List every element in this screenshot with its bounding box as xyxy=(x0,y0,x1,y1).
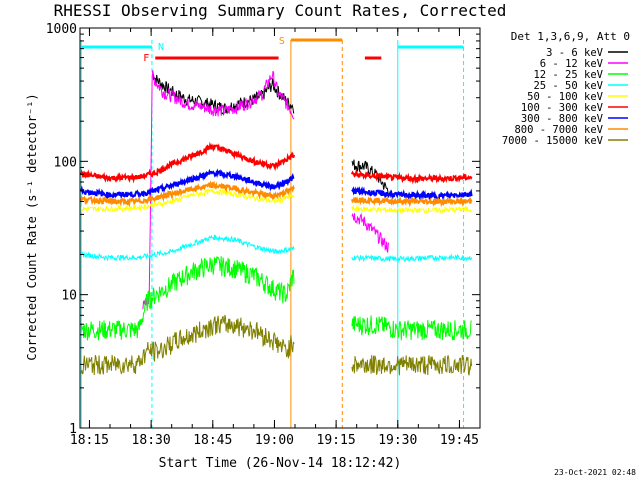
series-line xyxy=(351,315,472,341)
series-line xyxy=(80,256,295,341)
series-8 xyxy=(80,314,473,376)
series-line xyxy=(142,70,295,310)
legend-label: 25 - 50 keV xyxy=(533,80,603,92)
x-tick-label: 18:30 xyxy=(132,433,171,448)
series-5 xyxy=(80,141,473,185)
x-tick-label: 18:15 xyxy=(70,433,109,448)
plot-area: NF S 18:15 18:30 18:45 19:00 19:15 19:30 19:45 1 1… xyxy=(46,22,481,448)
y-tick-label: 10 xyxy=(61,289,77,304)
y-tick-label: 1 xyxy=(69,422,77,437)
series-3 xyxy=(80,234,473,264)
legend-label: 6 - 12 keV xyxy=(540,58,604,70)
x-tick-label: 19:15 xyxy=(317,433,356,448)
y-axis-label: Corrected Count Rate (s⁻¹ detector⁻¹) xyxy=(25,93,39,360)
legend-label: 800 - 7000 keV xyxy=(514,124,603,136)
x-tick-label: 18:45 xyxy=(193,433,232,448)
x-tick-label: 19:45 xyxy=(440,433,479,448)
series-line xyxy=(80,234,295,262)
series-line xyxy=(351,355,473,376)
series-7 xyxy=(80,180,473,208)
series-line xyxy=(350,169,473,185)
series-line xyxy=(351,186,473,202)
series-2 xyxy=(80,256,472,341)
legend-label: 50 - 100 keV xyxy=(527,91,604,103)
series-line xyxy=(350,195,473,208)
legend-label: 100 - 300 keV xyxy=(521,102,604,114)
x-tick-label: 19:00 xyxy=(255,433,294,448)
legend-header: Det 1,3,6,9, Att 0 xyxy=(511,30,630,43)
series-line xyxy=(351,212,390,254)
series-line xyxy=(351,253,473,264)
series-6 xyxy=(80,168,473,202)
series-line xyxy=(80,168,295,200)
annotation-label: N xyxy=(158,42,164,53)
y-tick-label: 100 xyxy=(54,155,77,170)
annotation-label: S xyxy=(279,36,285,47)
legend-label: 12 - 25 keV xyxy=(533,69,603,81)
x-axis-label: Start Time (26-Nov-14 18:12:42) xyxy=(159,456,402,471)
series-4 xyxy=(80,187,473,215)
timestamp: 23-Oct-2021 02:48 xyxy=(554,468,636,477)
series-line xyxy=(351,159,390,198)
x-tick-label: 19:30 xyxy=(378,433,417,448)
annotation-label: F xyxy=(143,53,149,64)
series-line xyxy=(80,141,295,184)
legend-label: 7000 - 15000 keV xyxy=(502,135,604,147)
series-line xyxy=(80,180,295,208)
series-line xyxy=(80,187,295,214)
y-tick-label: 1000 xyxy=(46,22,77,37)
series-1 xyxy=(142,70,390,310)
series-line xyxy=(80,314,295,376)
legend-label: 300 - 800 keV xyxy=(521,113,604,125)
chart-title: RHESSI Observing Summary Count Rates, Co… xyxy=(54,1,507,20)
legend-label: 3 - 6 keV xyxy=(546,47,604,59)
series-line xyxy=(351,204,473,215)
plot-frame xyxy=(79,27,481,429)
